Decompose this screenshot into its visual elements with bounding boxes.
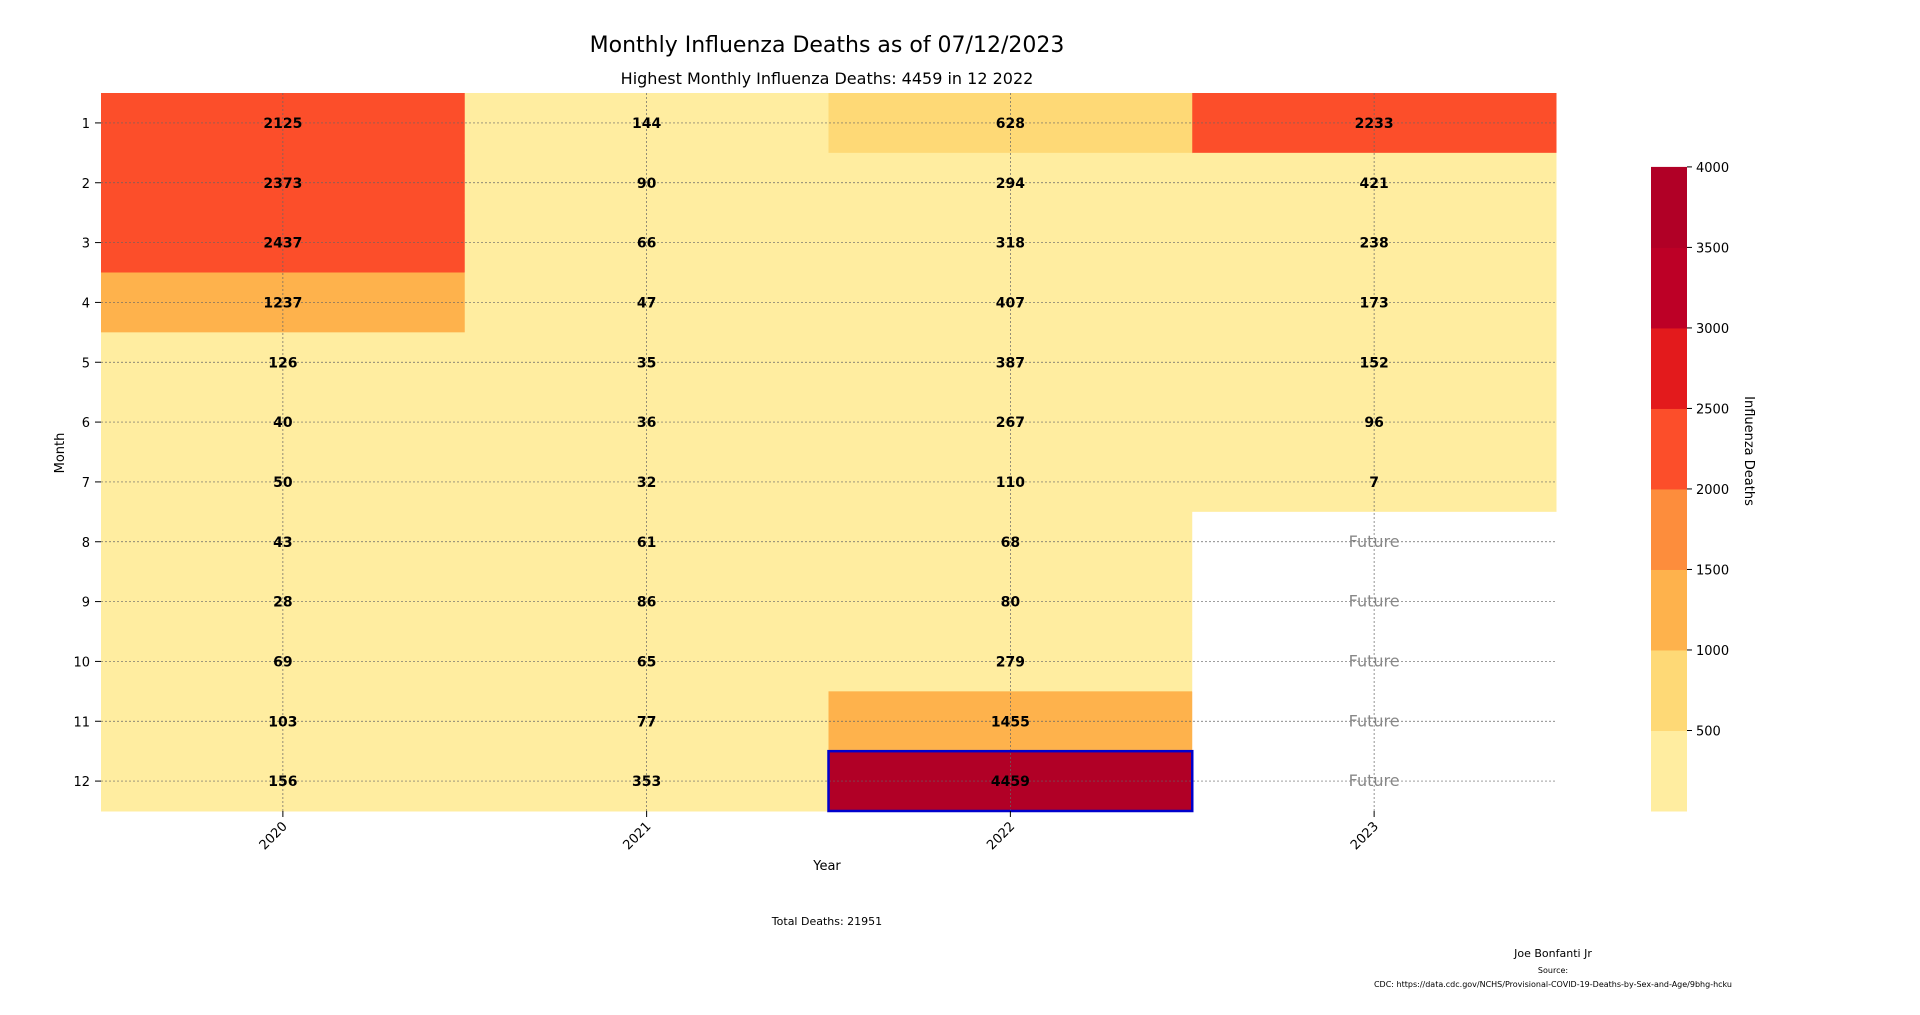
- cell-value-label: 28: [273, 595, 292, 611]
- cell-value-label: 66: [637, 236, 656, 252]
- colorbar-tick-label: 3500: [1696, 241, 1729, 256]
- y-tick-label: 11: [73, 715, 90, 730]
- colorbar-label: Influenza Deaths: [1741, 396, 1756, 506]
- colorbar-tick-label: 1000: [1696, 644, 1729, 659]
- cell-value-label: 86: [637, 595, 656, 611]
- cell-value-label: 2373: [263, 176, 302, 192]
- y-tick-label: 4: [82, 296, 90, 311]
- cell-value-label: 152: [1360, 355, 1389, 371]
- colorbar-segment: [1651, 730, 1687, 812]
- colorbar-segment: [1651, 247, 1687, 329]
- cell-value-label: 7: [1369, 475, 1379, 491]
- cell-value-label: 407: [996, 295, 1025, 311]
- author-text: Joe Bonfanti Jr: [1513, 947, 1592, 960]
- cell-value-label: 35: [637, 355, 656, 371]
- cell-value-label: 2233: [1355, 116, 1394, 132]
- colorbar-segment: [1651, 649, 1687, 731]
- cell-value-label: 77: [637, 714, 656, 730]
- cell-value-label: 61: [637, 535, 656, 551]
- y-tick-label: 8: [82, 536, 90, 551]
- future-label: Future: [1349, 532, 1400, 551]
- cell-value-label: 144: [632, 116, 661, 132]
- colorbar-segment: [1651, 327, 1687, 409]
- source-text: CDC: https://data.cdc.gov/NCHS/Provision…: [1374, 980, 1732, 989]
- colorbar-tick-label: 500: [1696, 724, 1721, 739]
- total-deaths-text: Total Deaths: 21951: [771, 915, 882, 928]
- y-tick-label: 7: [82, 476, 90, 491]
- cell-value-label: 353: [632, 774, 661, 790]
- cell-value-label: 32: [637, 475, 656, 491]
- x-axis-ticks: 2020 2021 2022 2023: [257, 811, 1382, 853]
- cell-value-label: 2125: [263, 116, 302, 132]
- cell-value-label: 69: [273, 654, 292, 670]
- cell-value-label: 43: [273, 535, 292, 551]
- cell-value-label: 156: [268, 774, 297, 790]
- heatmap-cells: [101, 93, 1557, 812]
- colorbar-tick-label: 2000: [1696, 483, 1729, 498]
- colorbar-tick-label: 2500: [1696, 402, 1729, 417]
- future-label: Future: [1349, 771, 1400, 790]
- grid-lines: [101, 93, 1556, 811]
- colorbar-segment: [1651, 166, 1687, 248]
- y-tick-label: 3: [82, 237, 90, 252]
- cell-value-label: 65: [637, 654, 656, 670]
- colorbar-segment: [1651, 408, 1687, 490]
- chart-subtitle: Highest Monthly Influenza Deaths: 4459 i…: [621, 69, 1034, 88]
- cell-value-label: 36: [637, 415, 656, 431]
- cell-value-label: 50: [273, 475, 293, 491]
- cell-value-label: 173: [1360, 295, 1389, 311]
- cell-value-label: 267: [996, 415, 1025, 431]
- colorbar-tick-label: 1500: [1696, 563, 1729, 578]
- chart-title: Monthly Influenza Deaths as of 07/12/202…: [590, 33, 1065, 58]
- cell-value-label: 4459: [991, 774, 1030, 790]
- future-label: Future: [1349, 651, 1400, 670]
- y-tick-label: 10: [73, 655, 90, 670]
- cell-value-label: 110: [996, 475, 1025, 491]
- cell-value-labels: 2125 2373 2437 1237 126 40 50 43 28 69 103 156 144 90…: [263, 116, 1399, 790]
- y-tick-label: 1: [82, 117, 90, 132]
- cell-value-label: 68: [1001, 535, 1020, 551]
- y-tick-label: 6: [82, 416, 90, 431]
- y-tick-label: 12: [73, 775, 90, 790]
- cell-value-label: 80: [1001, 595, 1021, 611]
- cell-value-label: 126: [268, 355, 297, 371]
- cell-value-label: 318: [996, 236, 1025, 252]
- cell-value-label: 103: [268, 714, 297, 730]
- y-tick-label: 9: [82, 596, 90, 611]
- cell-value-label: 238: [1360, 236, 1389, 252]
- y-tick-label: 2: [82, 177, 90, 192]
- cell-value-label: 2437: [263, 236, 302, 252]
- cell-value-label: 1455: [991, 714, 1030, 730]
- x-tick-label: 2020: [257, 819, 291, 853]
- cell-value-label: 294: [996, 176, 1025, 192]
- colorbar-tick-label: 4000: [1696, 161, 1729, 176]
- source-label: Source:: [1538, 966, 1568, 975]
- cell-value-label: 40: [273, 415, 293, 431]
- x-axis-label: Year: [812, 859, 841, 874]
- x-tick-label: 2022: [984, 819, 1018, 853]
- x-tick-label: 2021: [620, 819, 654, 853]
- x-tick-label: 2023: [1348, 819, 1382, 853]
- cell-value-label: 47: [637, 295, 656, 311]
- cell-value-label: 421: [1360, 176, 1389, 192]
- cell-value-label: 1237: [263, 295, 302, 311]
- cell-value-label: 628: [996, 116, 1025, 132]
- cell-value-label: 387: [996, 355, 1025, 371]
- colorbar-tick-label: 3000: [1696, 322, 1729, 337]
- y-tick-label: 5: [82, 356, 90, 371]
- colorbar-segment: [1651, 488, 1687, 570]
- cell-value-label: 279: [996, 654, 1025, 670]
- cell-value-label: 90: [637, 176, 657, 192]
- colorbar-segment: [1651, 569, 1687, 651]
- cell-value-label: 96: [1364, 415, 1383, 431]
- colorbar: 500 1000 1500 2000 2500 3000 3500 4000: [1651, 161, 1729, 812]
- y-axis-label: Month: [53, 433, 68, 474]
- future-label: Future: [1349, 711, 1400, 730]
- future-label: Future: [1349, 592, 1400, 611]
